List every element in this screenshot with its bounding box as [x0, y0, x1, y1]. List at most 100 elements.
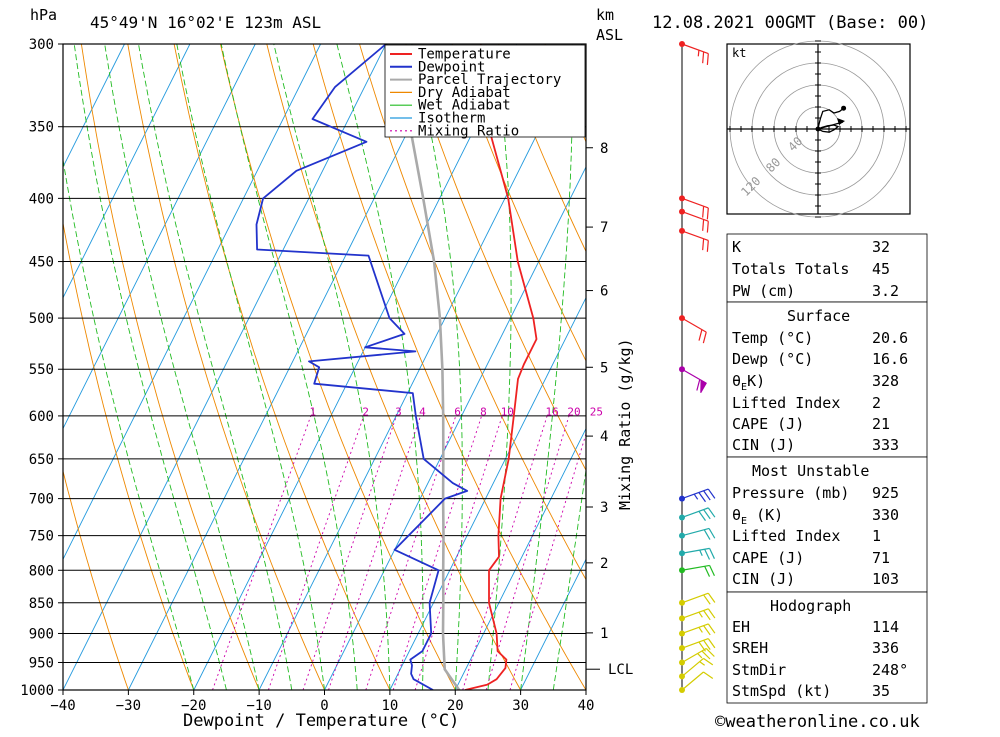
mixing-ratio-label: 10 — [501, 405, 514, 418]
surface-cin-label: CIN (J) — [732, 436, 795, 454]
k-index-label: K — [732, 238, 741, 256]
surface-cape-label: CAPE (J) — [732, 415, 804, 433]
sounding-datetime: 12.08.2021 00GMT (Base: 00) — [652, 13, 928, 33]
pressure-tick-label: 700 — [29, 492, 54, 508]
isotherm-line — [63, 44, 387, 690]
pressure-tick-label: 900 — [29, 626, 54, 642]
isotherm-line — [389, 296, 586, 690]
lcl-label: LCL — [608, 662, 633, 678]
surface-temp-value: 20.6 — [872, 329, 908, 347]
wind-barb — [681, 671, 714, 691]
pressure-tick-label: 500 — [29, 311, 54, 327]
stmdir-label: StmDir — [732, 661, 786, 679]
x-axis-title: Dewpoint / Temperature (°C) — [183, 711, 459, 731]
mixing-ratio-label: 1 — [310, 405, 317, 418]
mu-cin-value: 103 — [872, 570, 899, 588]
copyright-link[interactable]: ©weatheronline.co.uk — [715, 712, 920, 732]
wet-adiabat-line — [138, 44, 293, 690]
temperature-tick-label: 40 — [578, 698, 595, 714]
wind-barb — [681, 592, 716, 605]
pw-value: 3.2 — [872, 282, 899, 300]
mu-pressure-label: Pressure (mb) — [732, 484, 849, 502]
dry-adiabat-line — [127, 44, 325, 690]
mixing-ratio-line — [212, 415, 312, 690]
temperature-axis: −40 −30 −20 −10 0 10 20 30 40 — [50, 690, 594, 714]
height-tick-label: 1 — [600, 626, 608, 642]
mixing-ratio-line — [267, 415, 365, 690]
legend-label: Dry Adiabat — [418, 85, 511, 101]
wind-profile — [679, 41, 716, 693]
stmspd-value: 35 — [872, 682, 890, 700]
temperature-tick-label: −40 — [50, 698, 75, 714]
wind-barb — [681, 657, 714, 677]
mixing-ratio-label: 6 — [454, 405, 461, 418]
pressure-tick-label: 850 — [29, 596, 54, 612]
legend-label: Dewpoint — [418, 59, 485, 75]
sreh-value: 336 — [872, 639, 899, 657]
pressure-tick-label: 650 — [29, 452, 54, 468]
series-dewpoint — [255, 44, 469, 690]
pressure-tick-label: 950 — [29, 655, 54, 671]
height-unit-label: km — [596, 6, 614, 24]
height-tick-label: 6 — [600, 284, 608, 300]
mu-theta-value: 330 — [872, 506, 899, 524]
height-axis: 8 7 6 5 4 3 2 1 LCL — [586, 141, 633, 678]
mixing-ratio-label: 4 — [419, 405, 426, 418]
pressure-tick-label: 350 — [29, 120, 54, 136]
temperature-tick-label: 0 — [320, 698, 328, 714]
isotherm-line — [520, 558, 586, 690]
series-temperature — [464, 44, 538, 690]
surface-cin-value: 333 — [872, 436, 899, 454]
indices-table: K 32 Totals Totals 45 PW (cm) 3.2 Surfac… — [726, 233, 928, 704]
pressure-unit-label: hPa — [30, 6, 57, 24]
pressure-tick-label: 1000 — [20, 683, 54, 699]
surface-li-label: Lifted Index — [732, 394, 840, 412]
wet-adiabat-line — [520, 44, 574, 690]
storm-motion-arrowhead — [837, 118, 845, 125]
hodograph-unit: kt — [732, 46, 746, 60]
height-tick-label: 7 — [600, 220, 608, 236]
wet-adiabat-line — [336, 44, 424, 690]
series-parcel-trajectory — [384, 44, 461, 690]
isobars — [63, 43, 586, 691]
hodograph-end-marker — [841, 105, 847, 111]
wind-barb — [681, 638, 716, 652]
temperature-tick-label: 20 — [447, 698, 464, 714]
height-tick-label: 3 — [600, 500, 608, 516]
indices-box-hodograph — [726, 591, 928, 704]
wet-adiabat-line — [411, 44, 463, 690]
temperature-tick-label: 10 — [381, 698, 398, 714]
legend-label: Temperature — [418, 47, 511, 63]
wind-barb — [681, 368, 707, 394]
hodo-title: Hodograph — [770, 597, 851, 615]
mixing-ratio-label: 8 — [480, 405, 487, 418]
wind-barb — [681, 507, 716, 521]
surface-theta-label: θEK) — [732, 372, 765, 393]
wet-adiabat-line — [104, 44, 260, 690]
surface-dewp-label: Dewp (°C) — [732, 350, 813, 368]
mu-li-label: Lifted Index — [732, 527, 840, 545]
wind-barb — [681, 43, 709, 65]
pressure-tick-label: 450 — [29, 255, 54, 271]
height-unit-label-asl: ASL — [596, 26, 623, 44]
surface-title: Surface — [787, 307, 850, 325]
mixing-ratio-labels: 1 2 3 4 6 8 10 16 20 25 — [310, 405, 604, 418]
dry-adiabat-line — [916, 44, 1000, 690]
height-tick-label: 5 — [600, 360, 608, 376]
pressure-tick-label: 550 — [29, 362, 54, 378]
mixing-ratio-line — [509, 432, 586, 690]
wet-adiabat-line — [552, 467, 586, 690]
indices-box-general — [726, 233, 928, 303]
eh-label: EH — [732, 618, 750, 636]
mixing-ratio-label: 3 — [395, 405, 402, 418]
temperature-tick-label: −20 — [181, 698, 206, 714]
wet-adiabat-line — [220, 44, 358, 690]
wind-barb — [681, 317, 707, 344]
pressure-axis: 300 350 400 450 500 550 600 650 700 750 800 850 900 9… — [20, 37, 63, 699]
mixing-ratio-label: 25 — [590, 405, 603, 418]
wet-adiabat-line — [273, 44, 391, 690]
wind-barb — [681, 623, 716, 636]
surface-cape-value: 21 — [872, 415, 890, 433]
dry-adiabat-line — [63, 220, 195, 690]
